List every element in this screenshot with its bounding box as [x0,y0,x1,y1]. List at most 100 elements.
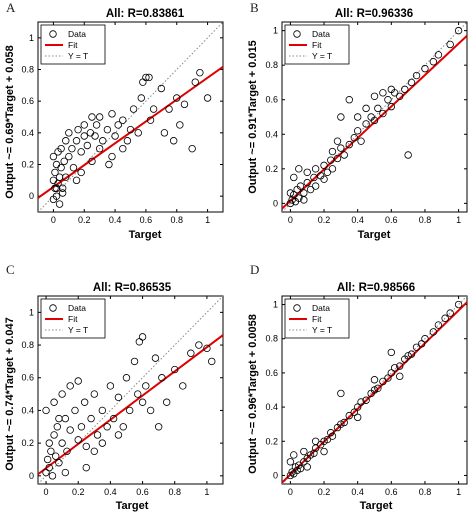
data-point [379,89,387,97]
data-point [384,374,392,382]
data-point [429,58,438,66]
y-tick-label: 0.2 [265,164,278,174]
x-tick-label: 0 [51,215,56,225]
data-point [142,73,150,82]
x-tick-label: 0.2 [318,487,331,497]
data-point [370,116,379,125]
data-point [203,94,212,102]
data-point [362,120,370,128]
y-axis-label: Output ~= 0.91*Target + 0.015 [247,40,259,194]
data-point [337,389,345,398]
y-tick-label: 0 [29,471,34,481]
data-point [103,423,111,431]
data-point [55,459,63,467]
data-point [337,113,345,121]
data-point [114,431,123,439]
panel-a: A All: R=0.83861 Target Output ~= 0.69*T… [4,0,224,241]
chart-title: All: R=0.86535 [93,282,172,294]
data-point [171,365,179,374]
data-point [49,195,58,204]
panel-letter: B [250,0,259,15]
data-point [290,191,298,199]
legend-entry: Y = T [312,325,332,335]
data-point [77,423,86,431]
data-point [374,104,382,113]
data-point [145,73,153,82]
data-point [323,435,332,444]
data-point [123,137,132,145]
legend-entry: Data [312,29,330,39]
data-point [149,105,158,113]
data-point [337,144,345,152]
y-tick-label: 0 [273,470,278,480]
chart-title: All: R=0.98566 [337,282,415,294]
data-point [119,423,127,431]
data-point [357,137,365,145]
data-point [387,102,396,111]
data-point [62,137,70,145]
data-point [72,137,81,145]
data-point [353,113,362,121]
panel-d: D All: R=0.98566 Target Output ~= 0.96*T… [247,262,468,512]
data-point [50,431,58,439]
y-tick-label: 0.4 [21,128,34,138]
data-point [293,466,301,475]
fit-line [282,35,467,210]
data-point [92,121,101,129]
x-tick-label: 0.6 [140,215,153,225]
data-point [290,451,298,459]
legend-entry: Fit [68,40,78,50]
data-point [407,78,416,87]
y-tick-label: 0.4 [265,402,278,412]
data-point [74,436,82,444]
data-point [306,185,315,194]
data-point [106,382,115,390]
data-point [417,340,426,348]
data-point [311,165,320,173]
data-point [98,406,107,415]
data-point [320,447,328,456]
data-point [74,125,82,134]
identity-line [38,22,223,212]
data-point [109,414,118,423]
data-point [71,406,79,415]
data-point [288,468,296,476]
data-point [80,121,88,129]
data-point [362,396,370,404]
data-point [328,165,337,173]
data-point [180,100,189,109]
data-point [114,121,122,129]
y-tick-label: 1 [273,300,278,310]
x-tick-label: 0 [44,487,49,497]
data-point [55,173,64,181]
x-tick-label: 0.2 [78,215,91,225]
data-point [88,113,96,121]
data-point [61,468,70,477]
data-point [82,463,90,472]
x-tick-label: 0.8 [419,487,432,497]
data-point [65,152,73,161]
data-point [295,461,303,469]
data-point [63,447,71,456]
data-point [379,377,387,386]
data-point [310,449,318,457]
data-point [95,144,104,153]
data-point [333,137,342,145]
data-point [434,51,443,59]
data-point [396,362,404,370]
data-point [47,447,55,456]
data-point [58,189,67,197]
data-point [160,129,169,137]
data-point [176,121,184,129]
data-point [387,85,396,94]
plot-content [282,22,467,212]
data-point [80,132,88,140]
identity-line [282,22,467,212]
data-point [119,116,127,124]
x-axis-label: Target [358,229,391,241]
data-point [337,420,345,428]
data-point [286,189,295,197]
x-tick-label: 0.2 [318,215,331,225]
data-point [404,352,412,360]
